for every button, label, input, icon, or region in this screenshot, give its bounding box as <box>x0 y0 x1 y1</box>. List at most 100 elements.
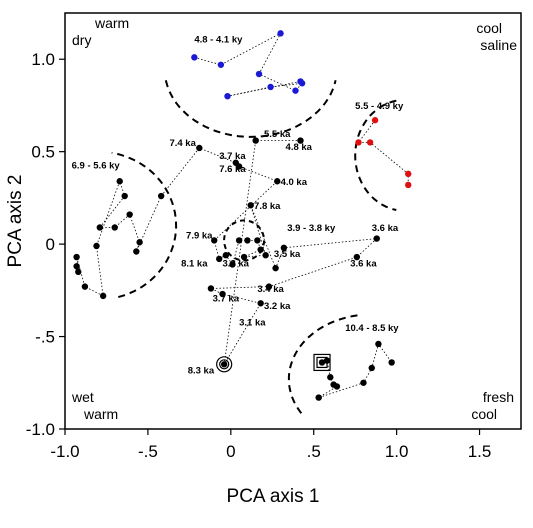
series-0-point <box>121 192 128 200</box>
y-tick-label: 1.0 <box>31 50 55 69</box>
plot-frame <box>64 12 522 430</box>
series-0-point <box>93 242 100 250</box>
circled-marker-inner <box>219 359 230 370</box>
series-0-point <box>272 264 279 272</box>
series-2-point <box>405 170 412 178</box>
central-cluster-circle <box>223 219 266 262</box>
annotation-label: 3.1 ka <box>239 317 266 328</box>
series-0-point <box>116 178 123 185</box>
series-0-point <box>211 237 218 244</box>
annotation-label: 4.0 ka <box>281 177 308 188</box>
group-boundary-arc <box>354 99 397 211</box>
series-0-point <box>254 237 261 244</box>
group-boundary-arc <box>111 151 178 299</box>
series-3-point <box>368 364 375 372</box>
annotation-label: 3.5 ka <box>274 249 301 260</box>
corner-label-cool: cool <box>476 20 502 36</box>
series-0-point <box>126 211 133 218</box>
x-tick-label: 0 <box>226 442 235 461</box>
corner-label-warm-bottom: warm <box>83 406 118 422</box>
series-1-point <box>297 78 304 85</box>
x-tick-label: -.5 <box>138 442 158 461</box>
corner-label-dry: dry <box>72 32 91 48</box>
series-0-point <box>207 285 215 292</box>
series-2-point <box>355 139 362 146</box>
annotation-label: 3.4 ka <box>257 284 284 295</box>
annotation-label: 3.6 ka <box>372 223 399 234</box>
series-0-point <box>157 192 165 200</box>
series-0-point <box>73 253 80 261</box>
series-0-point <box>235 237 243 244</box>
series-3-point <box>327 374 334 381</box>
x-tick-label: -1.0 <box>50 442 79 461</box>
annotation-label: 10.4 - 8.5 ky <box>345 323 399 334</box>
annotation-label: 3.7 ka <box>213 293 240 304</box>
annotation-label: 5.5 - 4.9 ky <box>355 101 404 112</box>
series-2-point <box>366 139 374 146</box>
annotation-label: 3.7 ka <box>219 151 246 162</box>
series-0-point <box>257 300 264 307</box>
corner-label-cool-bottom: cool <box>471 406 497 422</box>
series-0-point <box>244 237 251 244</box>
series-3-point <box>333 383 341 390</box>
series-3-point <box>318 359 326 366</box>
corner-label-saline: saline <box>480 37 517 53</box>
series-0-point <box>96 224 104 231</box>
series-1-point <box>277 30 284 37</box>
series-0-point <box>265 283 273 290</box>
annotation-label: 4.8 - 4.1 ky <box>194 35 243 46</box>
series-2-trajectory <box>357 119 409 185</box>
series-3-point <box>388 359 395 366</box>
group-boundary-arc <box>164 80 337 138</box>
series-0-point <box>252 137 259 144</box>
annotation-label: 3.9 - 3.8 ky <box>287 223 336 234</box>
series-0-point <box>81 283 89 290</box>
series-1-trajectory <box>194 32 304 97</box>
series-0-point <box>235 163 243 170</box>
series-1-point <box>217 61 225 68</box>
x-tick-label: 1.5 <box>468 442 492 461</box>
series-0-point <box>73 263 80 270</box>
series-0-point <box>229 261 236 268</box>
series-1-point <box>255 70 263 78</box>
y-tick-label: 0 <box>46 235 55 254</box>
x-tick-label: 1.0 <box>385 442 409 461</box>
series-0-point <box>240 253 248 261</box>
series-0-point <box>99 292 107 300</box>
y-tick-label: -.5 <box>35 328 55 347</box>
series-0-point <box>133 248 140 255</box>
series-0-point <box>75 268 82 276</box>
series-1-point <box>191 54 198 61</box>
series-0-point <box>219 290 226 298</box>
series-0-point <box>216 255 223 263</box>
corner-label-wet: wet <box>71 389 94 405</box>
annotation-label: 7.6 ka <box>219 164 246 175</box>
annotation-label: 8.1 ka <box>181 258 208 269</box>
series-3-point <box>315 394 322 401</box>
boxed-marker-outer <box>313 353 331 372</box>
series-0-trajectory <box>76 140 378 365</box>
series-0-point <box>111 224 118 231</box>
series-1-point <box>292 87 299 94</box>
boxed-marker-inner <box>316 356 328 369</box>
series-1-point <box>224 93 231 100</box>
annotation-label: 4.8 ka <box>286 142 313 153</box>
x-tick-label: .5 <box>307 442 321 461</box>
x-axis-title: PCA axis 1 <box>227 486 320 507</box>
y-axis-title: PCA axis 2 <box>5 175 26 268</box>
series-0-point <box>280 244 288 252</box>
annotation-label: 3.2 ka <box>264 301 291 312</box>
annotation-label: 6.9 - 5.6 ky <box>72 160 121 171</box>
group-boundary-arc <box>287 314 358 417</box>
series-3-point <box>360 379 367 386</box>
annotation-label: 8.3 ka <box>188 366 215 377</box>
series-0-point <box>274 178 281 185</box>
annotation-label: 7.9 ka <box>186 231 213 242</box>
series-0-point <box>297 137 304 144</box>
series-2-point <box>405 181 412 189</box>
series-0-point <box>257 246 264 253</box>
series-0-point <box>222 252 230 259</box>
y-tick-label: 0.5 <box>31 143 55 162</box>
annotation-label: 7.4 ka <box>169 138 196 149</box>
